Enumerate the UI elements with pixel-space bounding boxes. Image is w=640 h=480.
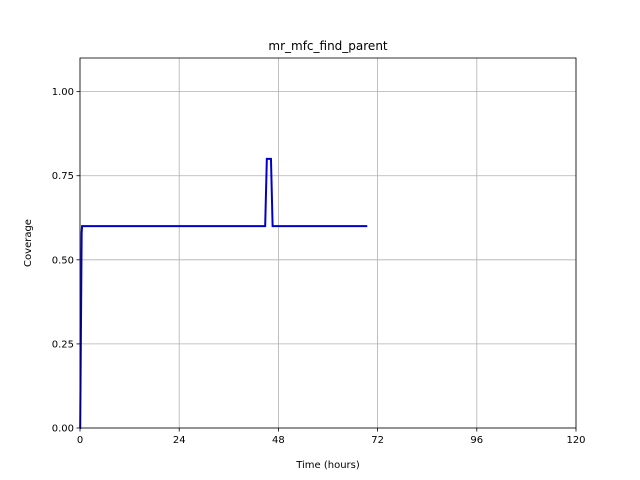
chart-title: mr_mfc_find_parent: [268, 39, 388, 53]
x-tick-label: 72: [371, 435, 384, 446]
x-tick-label: 120: [566, 435, 585, 446]
y-tick-label: 0.00: [52, 424, 74, 435]
plot-frame: [79, 57, 577, 429]
y-tick-label: 0.25: [52, 339, 74, 350]
y-tick-label: 0.75: [52, 171, 74, 182]
y-axis-label: Coverage: [23, 219, 34, 267]
ticks: 0 24 48 72 96 120 0.00 0.25 0.50 0.75 1.00: [52, 87, 586, 446]
x-tick-label: 0: [77, 435, 83, 446]
x-tick-label: 96: [470, 435, 483, 446]
plot-background: [80, 58, 576, 428]
y-tick-label: 0.50: [52, 255, 74, 266]
coverage-line: [79, 157, 368, 429]
series-layer: [79, 157, 368, 429]
x-tick-label: 48: [272, 435, 285, 446]
x-tick-label: 24: [173, 435, 186, 446]
y-tick-label: 1.00: [52, 87, 74, 98]
x-axis-label: Time (hours): [295, 460, 360, 471]
